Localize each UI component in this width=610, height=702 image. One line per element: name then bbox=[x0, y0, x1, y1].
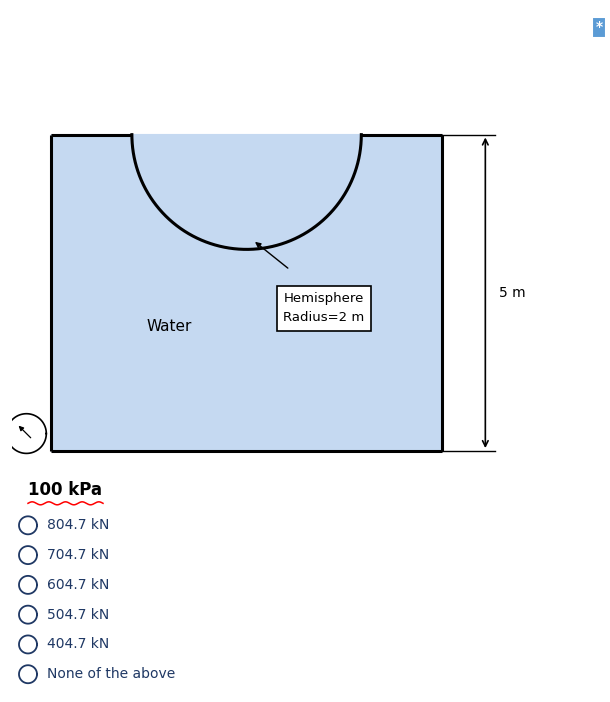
Text: *: * bbox=[595, 20, 603, 34]
Text: Hemisphere
Radius=2 m: Hemisphere Radius=2 m bbox=[284, 292, 365, 324]
Text: 704.7 kN: 704.7 kN bbox=[47, 548, 109, 562]
Text: 604.7 kN: 604.7 kN bbox=[47, 578, 109, 592]
Text: 100 kPa: 100 kPa bbox=[28, 482, 102, 499]
Text: PROBLEM 5-Pressurized water fills the tank shown in the figure. Compute the net: PROBLEM 5-Pressurized water fills the ta… bbox=[5, 20, 594, 33]
Polygon shape bbox=[51, 135, 442, 451]
Text: Water: Water bbox=[146, 319, 192, 334]
Text: None of the above: None of the above bbox=[47, 667, 175, 681]
Text: 5 m: 5 m bbox=[499, 286, 526, 300]
Text: 504.7 kN: 504.7 kN bbox=[47, 608, 109, 622]
Text: hydrostatic force acting on the hemispherical surface.: hydrostatic force acting on the hemisphe… bbox=[5, 57, 396, 69]
Text: 804.7 kN: 804.7 kN bbox=[47, 518, 109, 532]
Text: 404.7 kN: 404.7 kN bbox=[47, 637, 109, 651]
